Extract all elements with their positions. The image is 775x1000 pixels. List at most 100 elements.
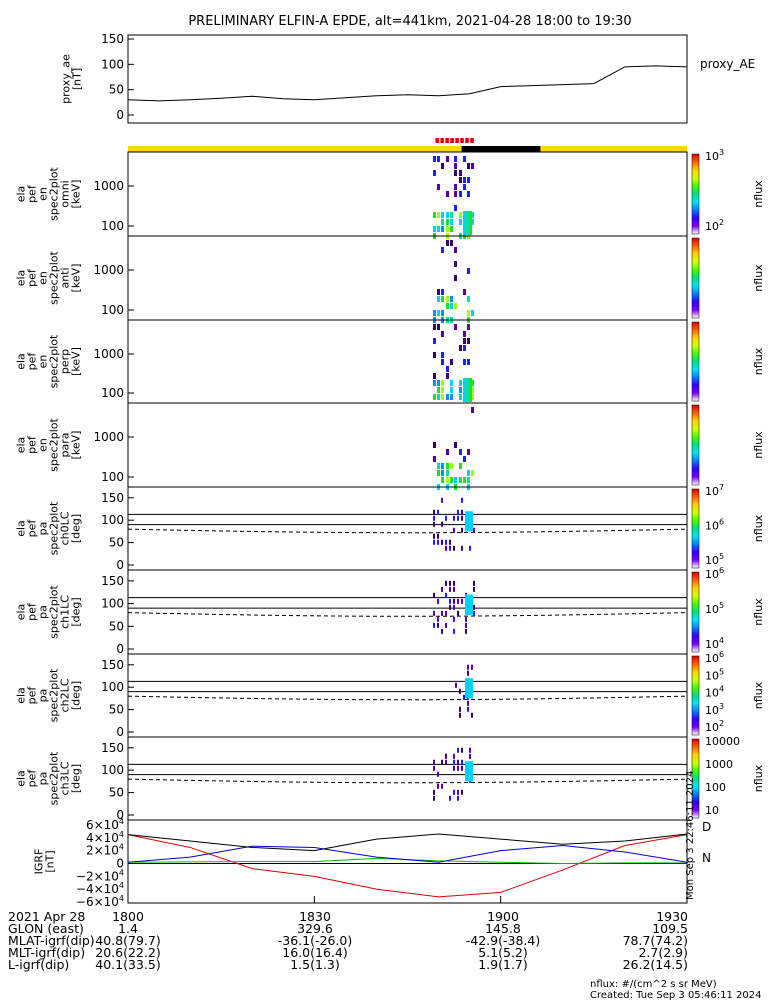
colorbar <box>692 154 699 234</box>
spectrogram-pixel <box>463 184 466 190</box>
spectrogram-pixel <box>469 545 471 551</box>
spectrogram-pixel <box>457 765 459 771</box>
side-stamp: Mon Sep 3 22:46:11 2024 <box>685 771 696 900</box>
colorbar <box>692 238 699 318</box>
spectrogram-pixel <box>445 515 447 521</box>
colorbar-label: nflux <box>752 598 765 626</box>
colorbar-label: nflux <box>752 180 765 208</box>
ytick-label: 100 <box>101 597 124 611</box>
dashed-curve <box>127 778 688 784</box>
spectrogram-pixel <box>441 759 443 765</box>
spectrogram-pixel <box>437 771 439 777</box>
colorbar-tick: 10 <box>705 804 719 817</box>
spectrogram-pixel <box>457 598 459 604</box>
spectrogram-pixel <box>454 170 457 176</box>
footer-label: 2021 Apr 28 <box>8 909 85 924</box>
spectrogram-pixel <box>446 219 449 225</box>
ylabel-line: en <box>37 438 50 452</box>
colorbar-tick: 10000 <box>705 735 740 748</box>
spectrogram-pixel <box>467 268 470 274</box>
colorbar-label: nflux <box>752 764 765 792</box>
spectrogram-pixel <box>471 664 473 670</box>
ytick-label: 150 <box>101 574 124 588</box>
spectrogram-pixel <box>463 456 466 462</box>
dashed-curve <box>127 528 688 534</box>
colorbar-tick: 103 <box>705 702 724 717</box>
spectrogram-pixel <box>467 177 470 183</box>
ylabel-line: ela <box>15 520 28 537</box>
spectrogram-pixel <box>450 477 453 483</box>
ylabel-line: [keV] <box>70 347 83 376</box>
spectrogram-pixel <box>433 515 435 521</box>
legend-N: N <box>702 851 711 865</box>
panel-frame <box>127 402 688 488</box>
spectrogram-block <box>465 594 473 615</box>
ylabel-line: [nT] <box>71 68 84 90</box>
spectrogram-pixel <box>445 610 447 616</box>
spectrogram-pixel <box>466 211 469 214</box>
spectrogram-pixel <box>463 359 466 365</box>
spectrogram-pixel <box>453 765 455 771</box>
footer-value: 1.4 <box>118 921 138 936</box>
spectrogram-pixel <box>450 380 453 386</box>
spectrogram-pixel <box>473 586 475 592</box>
science-zone-marker <box>440 138 444 143</box>
spectrogram-pixel <box>450 359 453 365</box>
panel-frame <box>127 736 688 821</box>
spectrogram-pixel <box>437 622 439 628</box>
spectrogram-pixel <box>437 156 440 162</box>
colorbar-tick: 105 <box>705 667 724 682</box>
spectrogram-pixel <box>454 275 457 281</box>
ytick-label: 1000 <box>93 347 124 361</box>
spectrogram-pixel <box>449 580 451 586</box>
footer-value: 1830 <box>299 909 331 924</box>
ylabel-line: pef <box>26 769 39 788</box>
colorbar-label: nflux <box>752 347 765 375</box>
spectrogram-pixel <box>466 378 469 381</box>
spectrogram-pixel <box>446 156 449 162</box>
spectrogram-pixel <box>463 338 466 344</box>
spectrogram-2 <box>433 240 474 323</box>
spectrogram-pixel <box>454 324 457 330</box>
spectrogram-pixel <box>441 470 444 476</box>
spectrogram-pixel <box>441 610 443 616</box>
footer-value: 16.0(16.4) <box>282 945 347 960</box>
footer-label: GLON (east) <box>8 921 84 936</box>
ylabel-line: pa <box>37 522 50 536</box>
spectrogram-pixel <box>466 223 469 226</box>
spectrogram-pixel <box>453 545 455 551</box>
spectrogram-pixel <box>463 289 466 295</box>
spectrogram-pixel <box>457 789 459 795</box>
colorbar <box>692 405 699 485</box>
spectrogram-8 <box>433 747 473 801</box>
ylabel-line: ch0LC <box>59 511 72 545</box>
spectrogram-pixel <box>457 759 459 765</box>
spectrogram-pixel <box>467 324 470 330</box>
spectrogram-pixel <box>467 449 470 455</box>
units-note: nflux: #/(cm^2 s sr MeV) <box>590 979 717 990</box>
spectrogram-pixel <box>437 387 440 393</box>
spectrogram-pixel <box>466 220 469 223</box>
spectrogram-pixel <box>437 470 440 476</box>
spectrogram-pixel <box>465 622 467 628</box>
spectrogram-pixel <box>450 387 453 393</box>
science-zone-marker <box>465 138 469 143</box>
spectrogram-pixel <box>446 373 449 379</box>
ylabel-line: [deg] <box>70 597 83 626</box>
colorbar-tick: 106 <box>705 650 724 665</box>
panel-frame <box>127 819 688 904</box>
spectrogram-pixel <box>446 477 449 483</box>
ylabel-line: [keV] <box>70 431 83 460</box>
spectrogram-pixel <box>463 345 466 351</box>
spectrogram-pixel <box>453 628 455 634</box>
spectrogram-pixel <box>463 477 466 483</box>
spectrogram-pixel <box>469 393 472 396</box>
spectrogram-pixel <box>457 610 459 616</box>
footer-label: MLAT-igrf(dip) <box>8 933 95 948</box>
ytick-label: 100 <box>101 513 124 527</box>
spectrogram-pixel <box>446 212 449 218</box>
ytick-label: 0 <box>116 642 124 656</box>
colorbar-tick: 106 <box>705 518 724 533</box>
spectrogram-pixel <box>441 289 444 295</box>
spectrogram-pixel <box>461 765 463 771</box>
